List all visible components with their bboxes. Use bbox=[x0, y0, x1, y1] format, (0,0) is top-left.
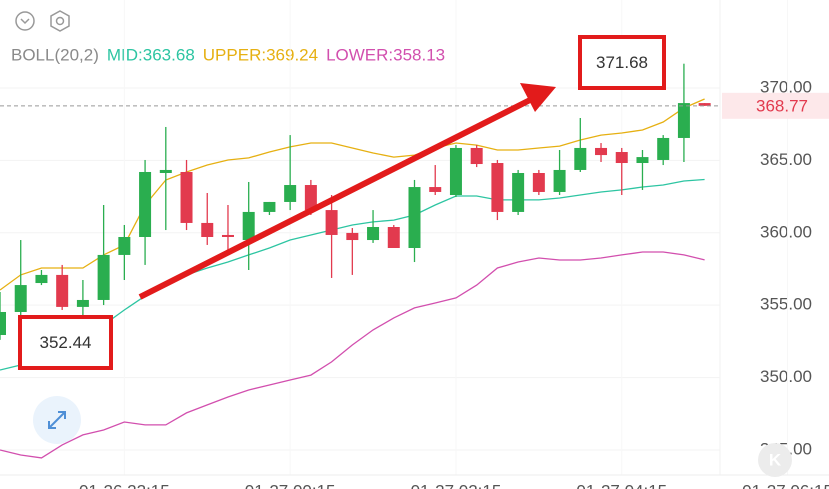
settings-dot bbox=[55, 16, 65, 26]
candle-body bbox=[595, 147, 608, 156]
candle-body bbox=[0, 311, 6, 336]
candle-body bbox=[263, 201, 276, 212]
candle-body bbox=[56, 274, 69, 307]
y-tick-label: 350.00 bbox=[760, 367, 812, 386]
candle-body bbox=[35, 274, 48, 284]
candle-body bbox=[429, 187, 442, 192]
candle-body bbox=[284, 185, 297, 202]
candle-body bbox=[470, 147, 483, 165]
candle-body bbox=[636, 157, 649, 164]
y-tick-label: 360.00 bbox=[760, 222, 812, 241]
y-tick-label: 365.00 bbox=[760, 150, 812, 169]
candle-body bbox=[201, 222, 214, 237]
top-icons bbox=[15, 10, 70, 32]
x-tick-label: 01-26 22:15 bbox=[79, 481, 170, 489]
candle-body bbox=[304, 185, 317, 211]
candle-body bbox=[574, 147, 587, 170]
legend-entry: MID:363.68 bbox=[107, 45, 195, 64]
last-price-tag bbox=[722, 92, 829, 119]
last-price-label: 368.77 bbox=[756, 96, 808, 115]
band-line bbox=[0, 98, 705, 291]
candle-body bbox=[14, 285, 27, 312]
candle-body bbox=[408, 187, 421, 248]
candle-body bbox=[242, 211, 255, 241]
legend-entry: UPPER:369.24 bbox=[203, 45, 318, 64]
candle-body bbox=[367, 227, 380, 241]
annotation-label: 352.44 bbox=[40, 333, 92, 352]
legend: BOLL(20,2) MID:363.68 UPPER:369.24 LOWER:3… bbox=[11, 45, 445, 64]
chevron bbox=[20, 18, 30, 25]
annotation-box bbox=[578, 35, 666, 90]
candle-body bbox=[553, 169, 566, 192]
trend-arrow bbox=[138, 83, 556, 300]
settings-icon[interactable] bbox=[50, 10, 70, 32]
candle-body bbox=[118, 236, 131, 255]
band-line bbox=[0, 251, 705, 459]
candle-body bbox=[346, 232, 359, 241]
y-tick-label: 355.00 bbox=[760, 295, 812, 314]
arrow-head bbox=[520, 83, 556, 112]
x-tick-label: 01-27 02:15 bbox=[411, 481, 502, 489]
candle-body bbox=[221, 234, 234, 237]
candle-body bbox=[657, 137, 670, 160]
arrow-shaft bbox=[138, 97, 532, 300]
candle-body bbox=[387, 227, 400, 248]
candle-body bbox=[159, 169, 172, 174]
candle-body bbox=[677, 103, 690, 138]
candle-body bbox=[139, 171, 152, 237]
x-tick-label: 01-27 04:15 bbox=[576, 481, 667, 489]
candle-body bbox=[491, 163, 504, 212]
band-line bbox=[0, 178, 705, 371]
candle-body bbox=[325, 210, 338, 235]
annotation-label: 371.68 bbox=[596, 53, 648, 72]
y-tick-label: 370.00 bbox=[760, 78, 812, 97]
candle-body bbox=[76, 299, 89, 307]
candle-body bbox=[180, 171, 193, 223]
expand-glyph bbox=[48, 411, 66, 429]
indicator-label: BOLL(20,2) bbox=[11, 45, 99, 64]
candle-body bbox=[449, 147, 462, 196]
candle-body bbox=[698, 103, 711, 106]
annotation-box bbox=[18, 315, 113, 370]
candle-body bbox=[97, 254, 110, 300]
x-tick-label: 01-27 06:15 bbox=[742, 481, 829, 489]
watermark: K bbox=[769, 450, 782, 469]
candle-body bbox=[512, 173, 525, 212]
collapse-icon[interactable] bbox=[15, 11, 35, 31]
candle-body bbox=[532, 173, 545, 192]
watermark-circle bbox=[758, 443, 792, 477]
x-tick-label: 01-27 00:15 bbox=[245, 481, 336, 489]
legend-entry: LOWER:358.13 bbox=[326, 45, 445, 64]
expand-button[interactable] bbox=[33, 396, 81, 444]
candle-body bbox=[615, 152, 628, 164]
